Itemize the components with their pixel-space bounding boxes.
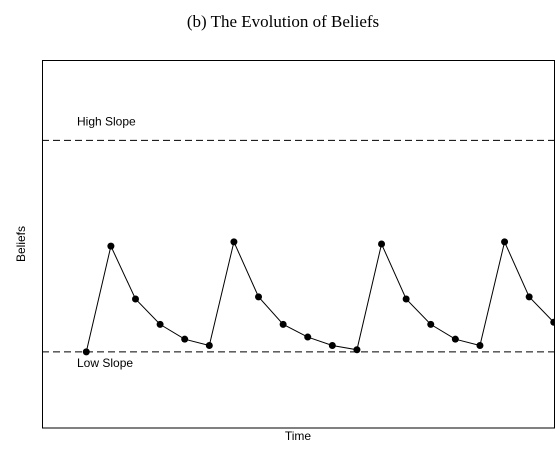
reference-label: Low Slope xyxy=(77,356,133,370)
data-point xyxy=(131,295,139,303)
reference-label: High Slope xyxy=(77,115,136,129)
data-point xyxy=(230,238,238,246)
data-point xyxy=(304,333,312,341)
y-axis-label: Beliefs xyxy=(14,226,28,262)
data-point xyxy=(353,346,361,354)
data-point xyxy=(427,320,435,328)
data-point xyxy=(205,342,213,350)
data-point xyxy=(82,348,90,356)
data-point xyxy=(550,318,555,326)
data-point xyxy=(501,238,509,246)
data-point xyxy=(451,335,459,343)
data-point xyxy=(279,320,287,328)
data-point xyxy=(181,335,189,343)
data-point xyxy=(328,342,336,350)
data-point xyxy=(255,293,263,301)
data-point xyxy=(156,320,164,328)
series-line xyxy=(85,240,555,352)
chart-title: (b) The Evolution of Beliefs xyxy=(187,12,379,31)
data-point xyxy=(107,242,115,250)
x-axis-label: Time xyxy=(285,429,312,443)
data-point xyxy=(378,240,386,248)
data-point xyxy=(525,293,533,301)
data-point xyxy=(402,295,410,303)
data-point xyxy=(476,342,484,350)
